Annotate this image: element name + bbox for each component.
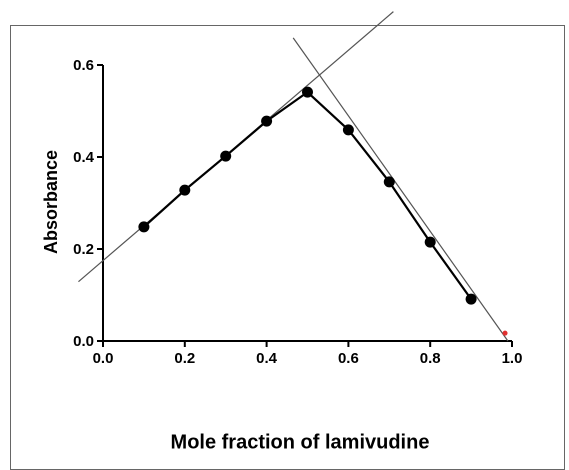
x-tick-label: 0.8 bbox=[420, 350, 441, 367]
data-line bbox=[143, 90, 472, 300]
data-point bbox=[261, 115, 273, 127]
x-tick-label: 1.0 bbox=[502, 350, 523, 367]
x-tick-label: 0.4 bbox=[256, 350, 278, 367]
x-tick-label: 0.2 bbox=[174, 350, 195, 367]
data-point bbox=[138, 221, 150, 233]
marker-point bbox=[502, 330, 508, 336]
data-point bbox=[424, 236, 436, 248]
data-point bbox=[220, 150, 232, 162]
data-point bbox=[383, 176, 395, 188]
data-point bbox=[179, 184, 191, 196]
y-axis-label: Absorbance bbox=[41, 150, 61, 254]
y-tick-label: 0.2 bbox=[73, 241, 94, 258]
fit-line bbox=[292, 37, 509, 342]
y-tick-label: 0.4 bbox=[73, 149, 95, 166]
y-tick-label: 0.0 bbox=[73, 333, 94, 350]
y-tick-label: 0.6 bbox=[73, 57, 94, 74]
x-axis-label: Mole fraction of lamivudine bbox=[171, 431, 430, 453]
data-point bbox=[342, 124, 354, 136]
data-point bbox=[302, 86, 313, 98]
x-tick-label: 0.6 bbox=[338, 350, 359, 367]
data-point bbox=[465, 293, 477, 305]
x-tick-label: 0.0 bbox=[93, 350, 114, 367]
